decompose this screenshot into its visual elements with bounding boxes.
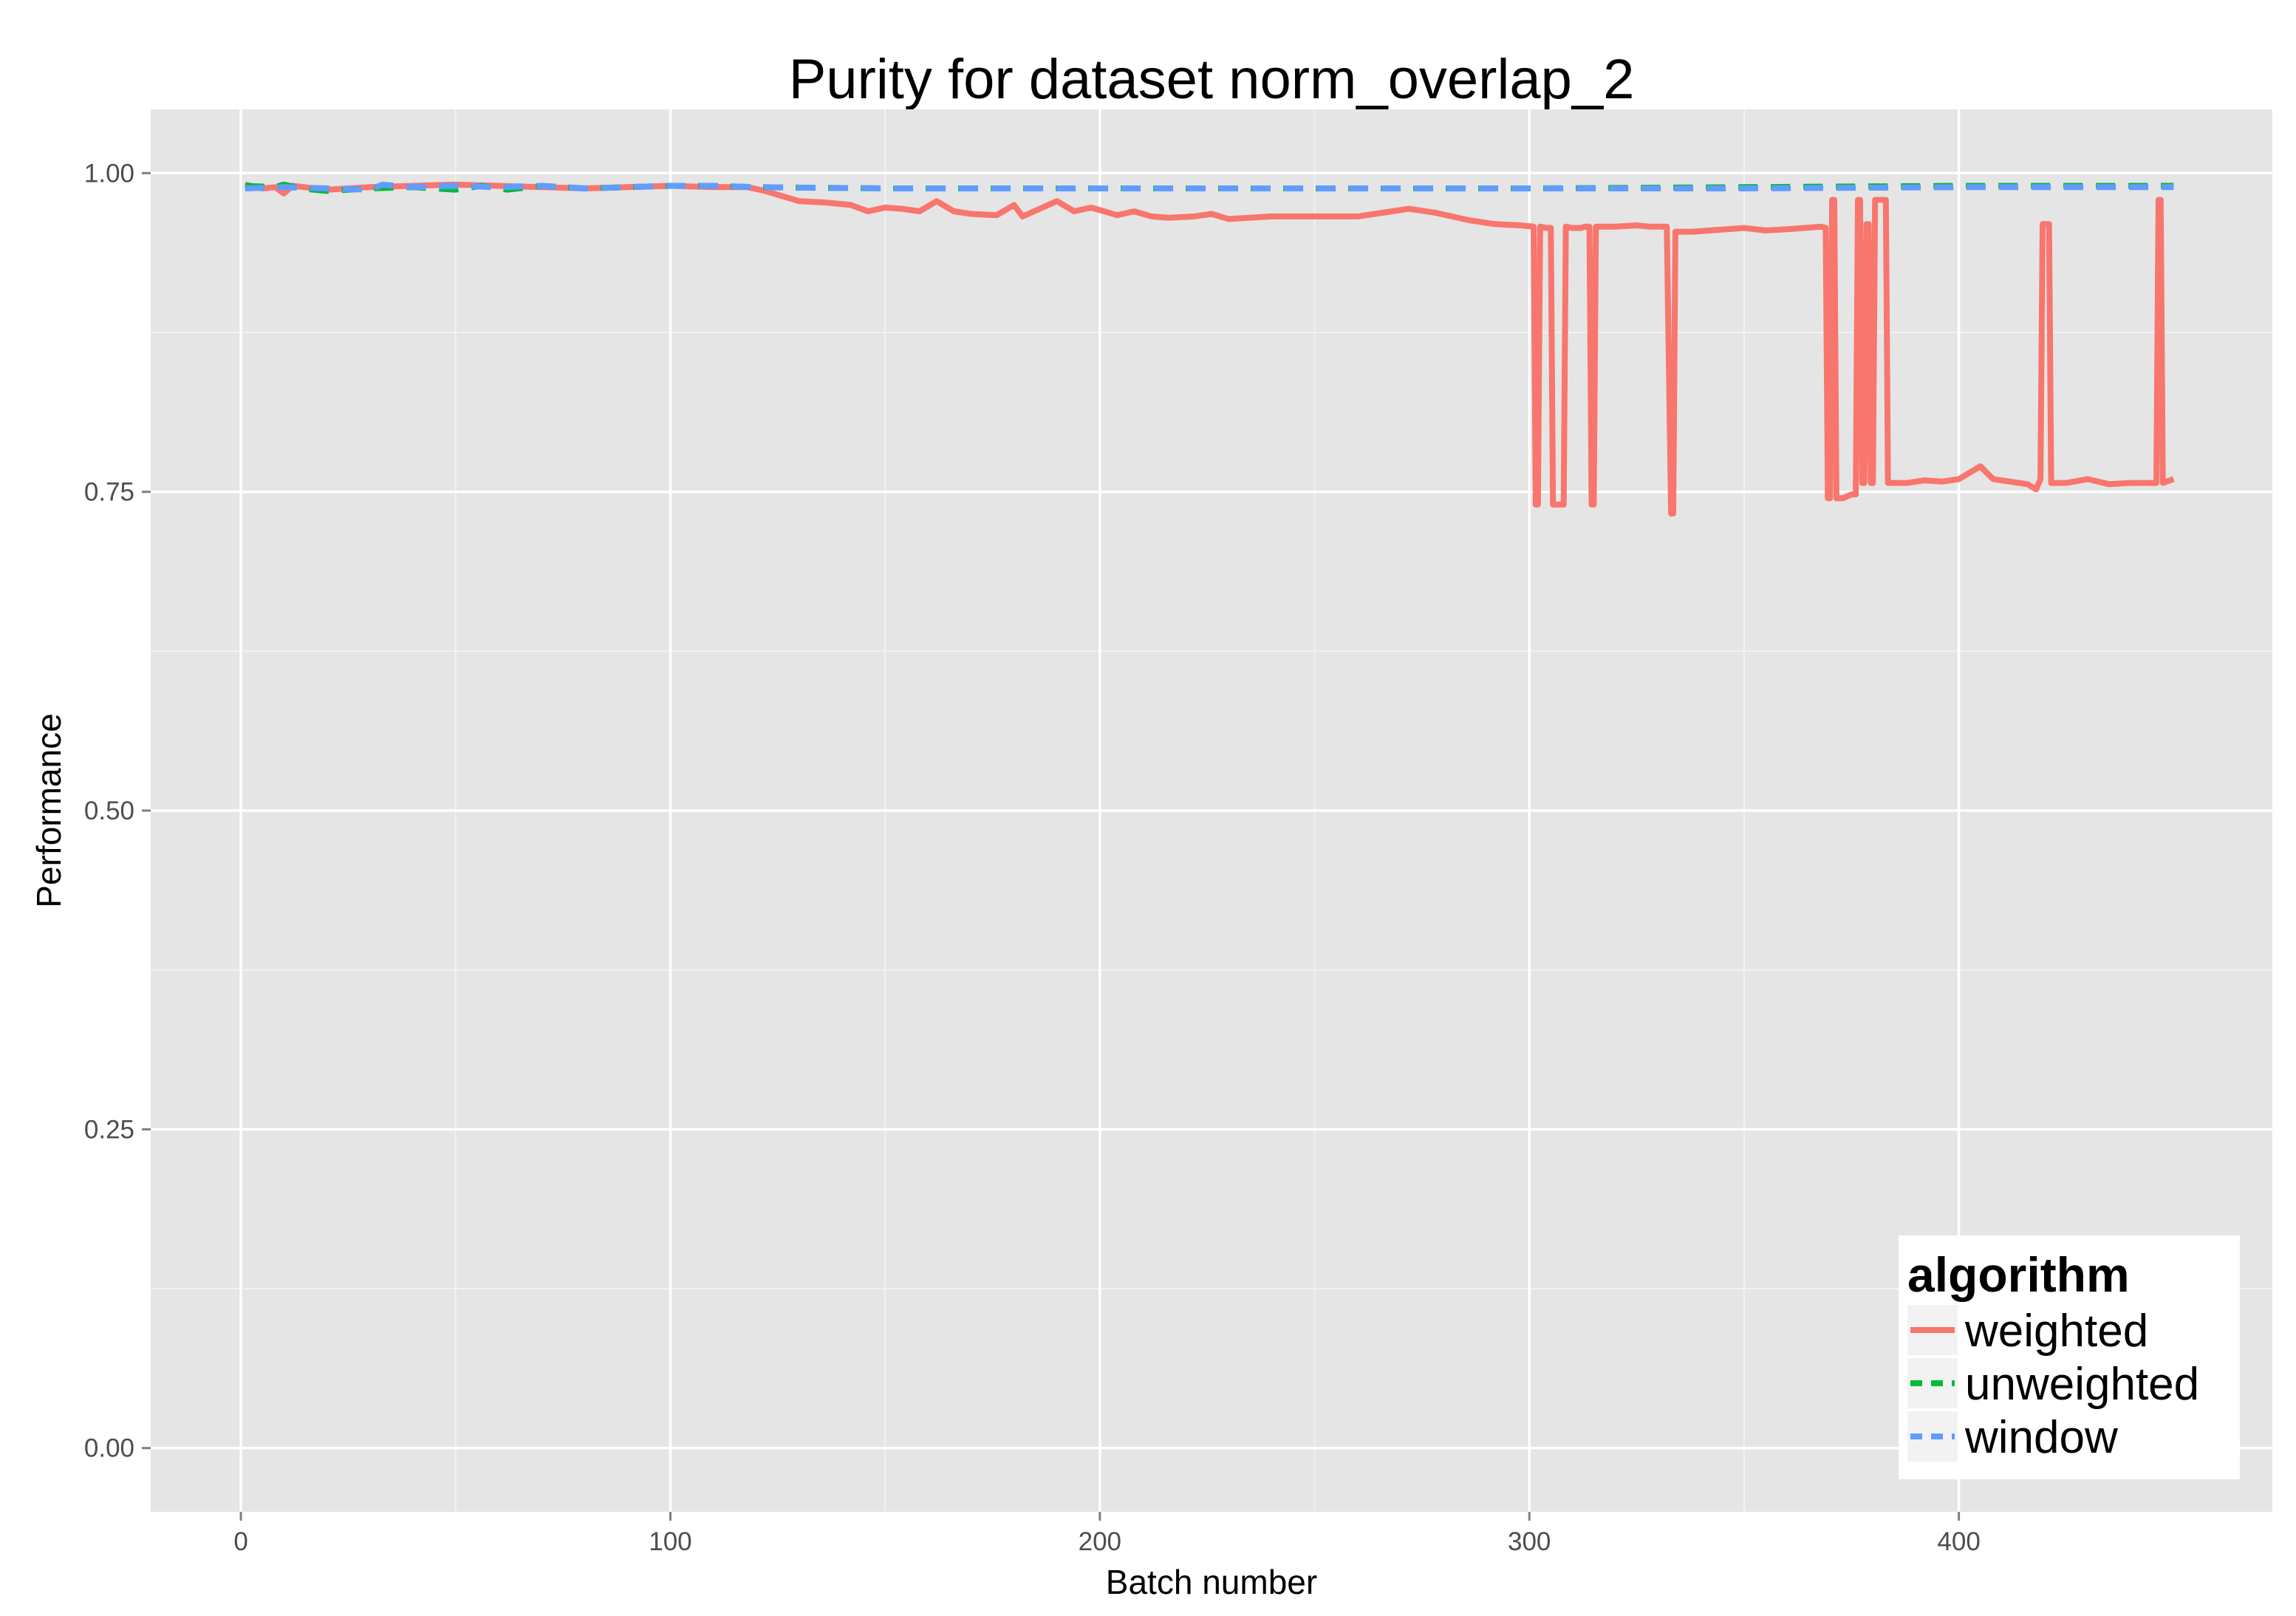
y-tick-label: 0.25 [84, 1115, 134, 1144]
chart-title: Purity for dataset norm_overlap_2 [789, 48, 1635, 111]
legend-label-unweighted: unweighted [1965, 1359, 2199, 1410]
x-tick-label: 100 [649, 1527, 691, 1556]
y-axis-ticks: 0.00 0.25 0.50 0.75 1.00 [84, 159, 151, 1463]
x-tick-label: 400 [1937, 1527, 1980, 1556]
y-tick-label: 0.50 [84, 797, 134, 825]
x-tick-label: 200 [1079, 1527, 1121, 1556]
x-tick-label: 0 [233, 1527, 247, 1556]
legend-label-weighted: weighted [1964, 1306, 2148, 1357]
y-axis-title: Performance [30, 713, 68, 907]
y-tick-label: 0.75 [84, 478, 134, 507]
y-tick-label: 1.00 [84, 159, 134, 188]
x-axis-ticks: 0 100 200 300 400 [233, 1512, 1981, 1556]
legend-title: algorithm [1907, 1247, 2130, 1302]
y-tick-label: 0.00 [84, 1434, 134, 1463]
series-lines [245, 181, 2175, 516]
series-line-weighted [245, 181, 2175, 516]
series-line-window [245, 181, 2174, 193]
major-gridlines [151, 109, 2272, 1512]
legend-label-window: window [1964, 1412, 2118, 1463]
x-axis-title: Batch number [1106, 1563, 1317, 1601]
x-tick-label: 300 [1508, 1527, 1551, 1556]
